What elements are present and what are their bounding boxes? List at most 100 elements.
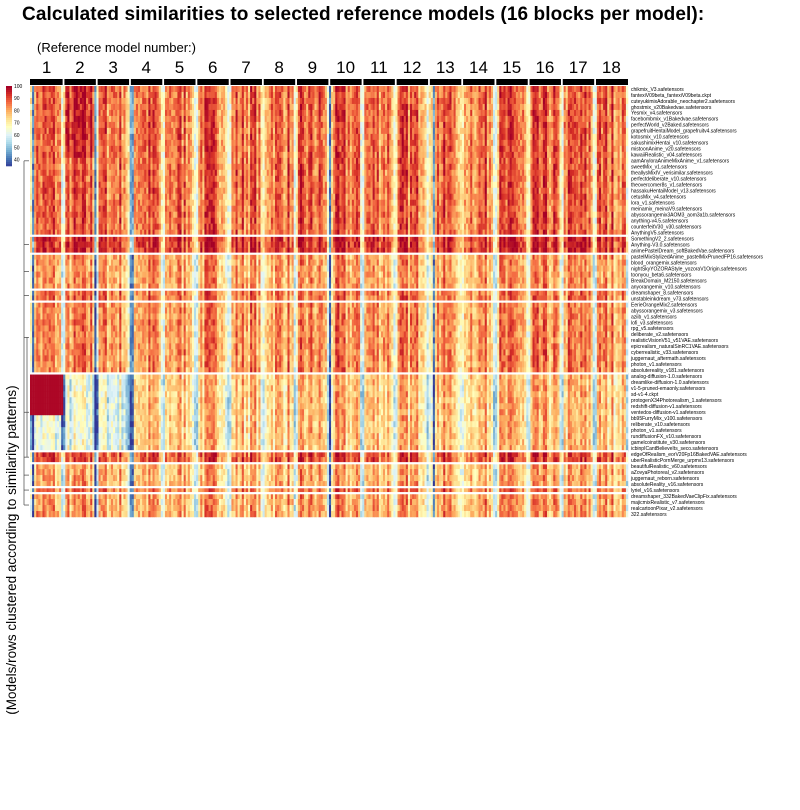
- heatmap-cell: [49, 182, 51, 188]
- legend-swatch: [6, 130, 12, 132]
- heatmap-cell: [67, 92, 69, 98]
- heatmap-cell: [456, 182, 458, 188]
- heatmap-cell: [584, 116, 586, 122]
- heatmap-cell: [150, 128, 152, 134]
- heatmap-cell: [408, 146, 410, 152]
- heatmap-cell: [51, 122, 53, 128]
- heatmap-cell: [497, 104, 499, 110]
- heatmap-cell: [431, 116, 433, 122]
- heatmap-cell: [518, 92, 520, 98]
- heatmap-cell: [304, 170, 306, 176]
- heatmap-cell: [229, 92, 231, 98]
- heatmap-cell: [489, 158, 491, 164]
- heatmap-cell: [532, 110, 534, 116]
- heatmap-cell: [161, 104, 163, 110]
- heatmap-cell: [364, 92, 366, 98]
- heatmap-cell: [559, 170, 561, 176]
- heatmap-cell: [157, 158, 159, 164]
- heatmap-cell: [67, 170, 69, 176]
- heatmap-cell: [202, 104, 204, 110]
- heatmap-cell: [250, 152, 252, 158]
- heatmap-cell: [553, 122, 555, 128]
- heatmap-cell: [603, 134, 605, 140]
- heatmap-cell: [258, 98, 260, 104]
- heatmap-cell: [607, 86, 609, 92]
- heatmap-cell: [539, 176, 541, 182]
- heatmap-cell: [364, 116, 366, 122]
- heatmap-cell: [321, 86, 323, 92]
- heatmap-cell: [476, 116, 478, 122]
- heatmap-cell: [312, 140, 314, 146]
- heatmap-cell: [601, 176, 603, 182]
- heatmap-cell: [78, 182, 80, 188]
- heatmap-cell: [476, 146, 478, 152]
- heatmap-cell: [113, 122, 115, 128]
- heatmap-cell: [277, 146, 279, 152]
- heatmap-cell: [535, 170, 537, 176]
- heatmap-cell: [132, 170, 134, 176]
- heatmap-cell: [460, 140, 462, 146]
- heatmap-cell: [331, 98, 333, 104]
- heatmap-cell: [333, 122, 335, 128]
- heatmap-cell: [240, 176, 242, 182]
- heatmap-cell: [597, 158, 599, 164]
- heatmap-cell: [512, 122, 514, 128]
- heatmap-cell: [55, 140, 57, 146]
- heatmap-cell: [269, 116, 271, 122]
- heatmap-cell: [346, 92, 348, 98]
- heatmap-cell: [609, 92, 611, 98]
- heatmap-cell: [211, 158, 213, 164]
- heatmap-cell: [165, 140, 167, 146]
- heatmap-cell: [69, 146, 71, 152]
- heatmap-cell: [499, 92, 501, 98]
- heatmap-cell: [584, 182, 586, 188]
- heatmap-cell: [184, 176, 186, 182]
- heatmap-cell: [466, 182, 468, 188]
- heatmap-cell: [74, 146, 76, 152]
- heatmap-cell: [495, 146, 497, 152]
- heatmap-cell: [285, 116, 287, 122]
- heatmap-cell: [462, 92, 464, 98]
- heatmap-cell: [182, 164, 184, 170]
- heatmap-cell: [520, 122, 522, 128]
- heatmap-cell: [32, 182, 34, 188]
- heatmap-cell: [283, 104, 285, 110]
- heatmap-cell: [148, 116, 150, 122]
- heatmap-cell: [142, 134, 144, 140]
- heatmap-cell: [366, 164, 368, 170]
- heatmap-cell: [429, 86, 431, 92]
- heatmap-cell: [611, 122, 613, 128]
- heatmap-cell: [105, 134, 107, 140]
- heatmap-cell: [144, 104, 146, 110]
- heatmap-cell: [472, 152, 474, 158]
- heatmap-cell: [356, 92, 358, 98]
- heatmap-cell: [105, 110, 107, 116]
- heatmap-cell: [225, 128, 227, 134]
- heatmap-cell: [441, 146, 443, 152]
- heatmap-cell: [431, 164, 433, 170]
- heatmap-cell: [329, 182, 331, 188]
- heatmap-cell: [219, 170, 221, 176]
- heatmap-cell: [447, 86, 449, 92]
- heatmap-cell: [169, 176, 171, 182]
- heatmap-cell: [198, 134, 200, 140]
- heatmap-cell: [613, 128, 615, 134]
- heatmap-cell: [57, 152, 59, 158]
- heatmap-cell: [327, 176, 329, 182]
- heatmap-cell: [362, 116, 364, 122]
- heatmap-cell: [603, 158, 605, 164]
- heatmap-cell: [177, 158, 179, 164]
- heatmap-cell: [616, 140, 618, 146]
- heatmap-cell: [182, 122, 184, 128]
- heatmap-cell: [119, 92, 121, 98]
- heatmap-cell: [381, 122, 383, 128]
- heatmap-cell: [194, 92, 196, 98]
- heatmap-cell: [117, 134, 119, 140]
- heatmap-cell: [169, 116, 171, 122]
- heatmap-cell: [443, 128, 445, 134]
- heatmap-cell: [422, 170, 424, 176]
- heatmap-cell: [204, 158, 206, 164]
- heatmap-cell: [51, 104, 53, 110]
- heatmap-cell: [115, 146, 117, 152]
- heatmap-cell: [362, 182, 364, 188]
